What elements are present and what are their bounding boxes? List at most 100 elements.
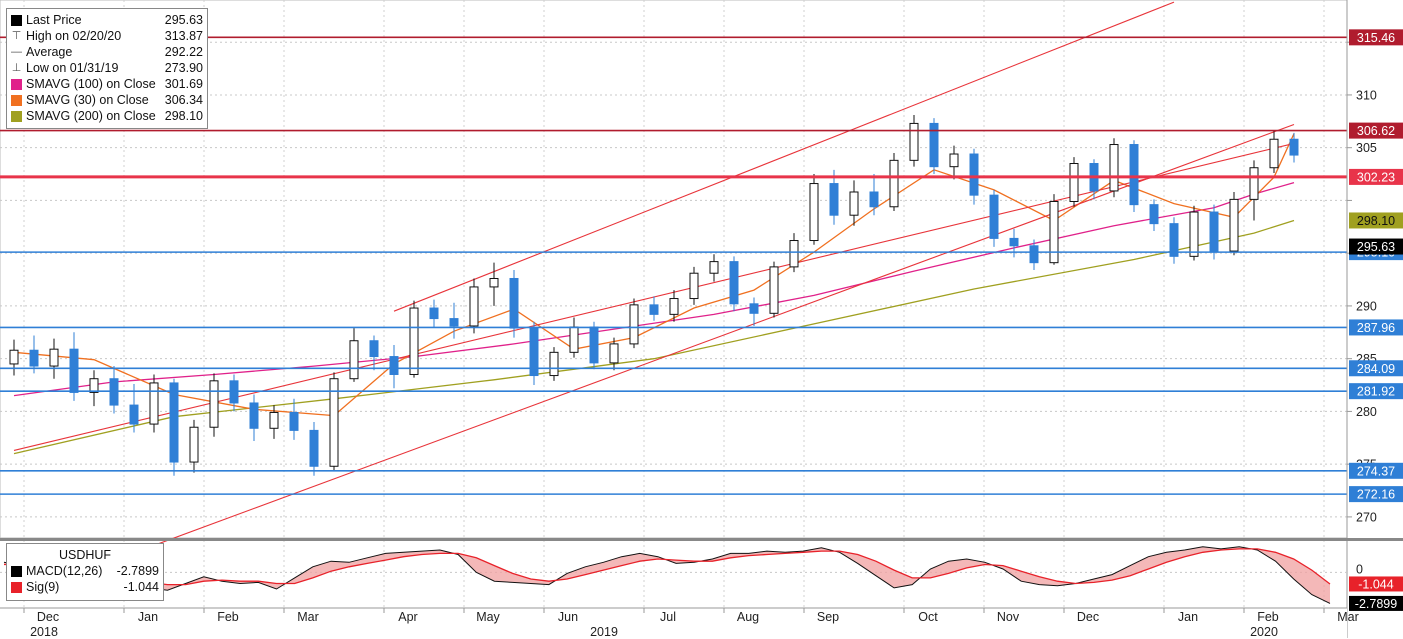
candle-body	[409, 307, 419, 375]
legend-label: Low on 01/31/19	[26, 61, 119, 75]
candle	[69, 332, 79, 401]
x-tick-label: Jan	[1178, 610, 1198, 624]
candle	[949, 145, 959, 180]
candle-body	[889, 159, 899, 208]
candle-body	[269, 411, 279, 429]
candle-body	[69, 348, 79, 393]
level-badge	[1349, 462, 1403, 479]
candle-body	[769, 266, 779, 314]
candle	[749, 297, 759, 326]
candle-body	[1289, 138, 1299, 156]
x-tick-label: Mar	[1337, 610, 1359, 624]
x-tick-label: Jun	[558, 610, 578, 624]
legend-label: High on 02/20/20	[26, 29, 122, 43]
candle	[1149, 199, 1159, 232]
legend-value: 298.10	[164, 109, 203, 123]
price-badge	[1349, 212, 1403, 229]
y-tick-label: 270	[1356, 510, 1377, 524]
legend-value: 301.69	[164, 77, 203, 91]
panel-divider	[0, 538, 1403, 541]
candle	[589, 321, 599, 370]
candle-body	[329, 378, 339, 467]
x-tick-label: Oct	[918, 610, 938, 624]
candle-body	[629, 304, 639, 345]
candle	[529, 321, 539, 386]
level-badge-label: 284.09	[1357, 362, 1395, 376]
candle	[709, 254, 719, 282]
year-label: 2018	[30, 625, 58, 639]
candle-body	[589, 326, 599, 364]
candle	[389, 344, 399, 389]
candle	[289, 398, 299, 440]
candle	[1029, 239, 1039, 271]
y-tick-label: 290	[1356, 299, 1377, 313]
candle	[169, 378, 179, 476]
macd-badge-label: -2.7899	[1355, 597, 1397, 611]
candle	[469, 278, 479, 334]
y-tick-label: 310	[1356, 88, 1377, 102]
price-badge	[1349, 238, 1403, 255]
legend-row-sma200: SMAVG (200) on Close 298.10	[11, 108, 203, 124]
candle-body	[149, 382, 159, 425]
candle	[909, 114, 919, 167]
candle-body	[929, 122, 939, 168]
candle-body	[129, 404, 139, 425]
year-label: 2020	[1250, 625, 1278, 639]
x-tick-label: Nov	[997, 610, 1020, 624]
high-marker-icon: ⊤	[11, 30, 22, 42]
candle-body	[1069, 163, 1079, 202]
candle	[489, 262, 499, 306]
price-badge-label: 298.10	[1357, 214, 1395, 228]
x-tick-label: Feb	[1257, 610, 1279, 624]
x-tick-label: Sep	[817, 610, 839, 624]
macd-fill	[4, 546, 1330, 604]
candle	[549, 347, 559, 381]
level-badge	[1349, 29, 1403, 46]
candle	[1169, 217, 1179, 264]
candle-body	[709, 261, 719, 274]
candle-body	[29, 349, 39, 367]
candle-body	[1129, 144, 1139, 206]
candle-body	[829, 183, 839, 216]
legend-label: MACD(12,26)	[26, 564, 103, 578]
legend-swatch-sma200	[11, 110, 22, 122]
candle-body	[349, 340, 359, 380]
candle	[329, 372, 339, 472]
legend-value: -1.044	[123, 580, 159, 594]
candle-body	[1169, 223, 1179, 257]
candle-body	[849, 191, 859, 216]
time-axis: Dec Jan Feb Mar Apr May Jun Jul Aug Sep Oct Nov Dec J…	[0, 607, 1359, 639]
candle-body	[309, 429, 319, 467]
legend-label: SMAVG (100) on Close	[26, 77, 156, 91]
candle-body	[1209, 211, 1219, 252]
x-tick-label: Dec	[37, 610, 59, 624]
candle-body	[429, 307, 439, 320]
candle	[1069, 157, 1079, 207]
candle-body	[649, 304, 659, 315]
candle-body	[1229, 198, 1239, 252]
level-badge-label: 302.23	[1357, 170, 1395, 184]
level-badge	[1349, 168, 1403, 185]
candle	[349, 328, 359, 382]
legend-label: Average	[26, 45, 73, 59]
candle	[1269, 130, 1279, 174]
legend-label: SMAVG (30) on Close	[26, 93, 149, 107]
macd-legend: USDHUF MACD(12,26) -2.7899 Sig(9) -1.044	[6, 543, 164, 601]
legend-row-macd: MACD(12,26) -2.7899	[11, 563, 159, 579]
legend-value: 313.87	[164, 29, 203, 43]
legend-swatch-macd	[11, 565, 22, 577]
price-legend: Last Price 295.63 ⊤ High on 02/20/20 313…	[6, 8, 208, 129]
candle	[629, 298, 639, 349]
macd-panel: 0-1.044-2.7899	[0, 538, 1403, 611]
candle-body	[289, 411, 299, 431]
candle-body	[789, 240, 799, 268]
candle	[209, 373, 219, 437]
legend-row-sma30: SMAVG (30) on Close 306.34	[11, 92, 203, 108]
candle-body	[389, 356, 399, 375]
candle	[889, 152, 899, 211]
signal-line	[4, 548, 1331, 586]
legend-label: Sig(9)	[26, 580, 60, 594]
candle	[189, 419, 199, 473]
y-tick-label: 305	[1356, 141, 1377, 155]
